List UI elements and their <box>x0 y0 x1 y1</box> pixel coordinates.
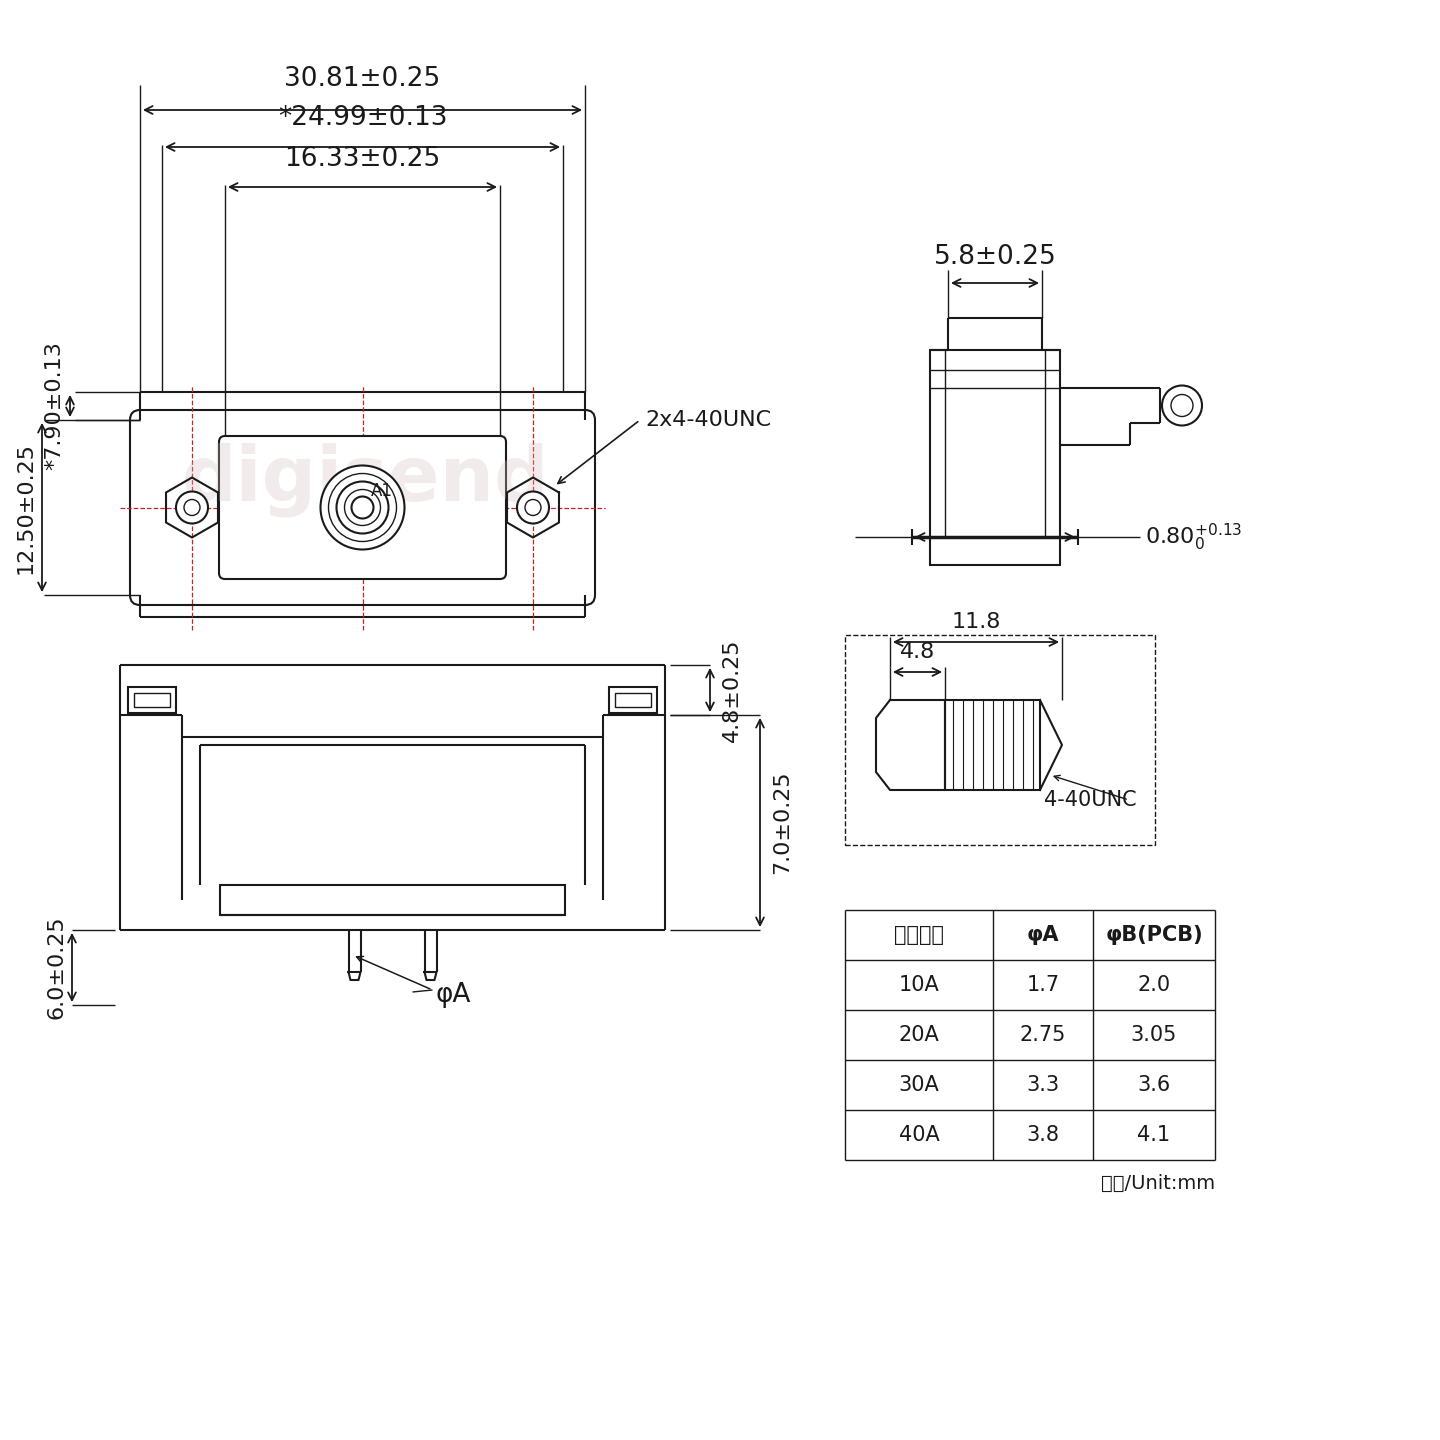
Text: 6.0±0.25: 6.0±0.25 <box>46 916 66 1020</box>
FancyBboxPatch shape <box>130 410 595 605</box>
Text: φA: φA <box>1027 924 1060 945</box>
Text: 2x4-40UNC: 2x4-40UNC <box>645 410 772 431</box>
Text: A1: A1 <box>370 481 393 500</box>
Text: 3.6: 3.6 <box>1138 1076 1171 1094</box>
Text: 5.8±0.25: 5.8±0.25 <box>933 243 1057 271</box>
Text: 10A: 10A <box>899 975 939 995</box>
Circle shape <box>526 500 541 516</box>
Text: 40A: 40A <box>899 1125 939 1145</box>
Text: 额定电流: 额定电流 <box>894 924 945 945</box>
Bar <box>945 700 1040 791</box>
Circle shape <box>1171 395 1192 416</box>
Bar <box>220 886 564 914</box>
Circle shape <box>344 490 380 526</box>
Text: 2.75: 2.75 <box>1020 1025 1066 1045</box>
Text: 30.81±0.25: 30.81±0.25 <box>284 66 441 92</box>
Text: 20A: 20A <box>899 1025 939 1045</box>
Circle shape <box>337 481 389 533</box>
Text: 4.8±0.25: 4.8±0.25 <box>721 638 742 742</box>
Circle shape <box>328 474 396 541</box>
Text: digisend: digisend <box>181 442 549 517</box>
Text: 4.1: 4.1 <box>1138 1125 1171 1145</box>
Bar <box>128 687 176 713</box>
Circle shape <box>184 500 200 516</box>
Bar <box>134 693 170 707</box>
Text: $0.80^{+0.13}_{0}$: $0.80^{+0.13}_{0}$ <box>1145 521 1243 553</box>
Text: 7.0±0.25: 7.0±0.25 <box>772 770 792 874</box>
Text: 4.8: 4.8 <box>900 642 935 662</box>
Circle shape <box>1162 386 1202 425</box>
Text: 单位/Unit:mm: 单位/Unit:mm <box>1100 1174 1215 1192</box>
Circle shape <box>321 465 405 550</box>
Text: 4-40UNC: 4-40UNC <box>1044 791 1138 809</box>
Text: φB(PCB): φB(PCB) <box>1104 924 1202 945</box>
Text: *7.90±0.13: *7.90±0.13 <box>45 341 63 471</box>
Text: φA: φA <box>435 982 471 1008</box>
Text: 3.05: 3.05 <box>1130 1025 1176 1045</box>
Text: 3.8: 3.8 <box>1027 1125 1060 1145</box>
Bar <box>930 350 1060 564</box>
Text: 11.8: 11.8 <box>952 612 1001 632</box>
Circle shape <box>351 497 373 518</box>
Text: 12.50±0.25: 12.50±0.25 <box>16 442 36 573</box>
Bar <box>609 687 657 713</box>
Text: *24.99±0.13: *24.99±0.13 <box>278 105 448 131</box>
Circle shape <box>517 491 549 524</box>
Text: 3.3: 3.3 <box>1027 1076 1060 1094</box>
Text: 1.7: 1.7 <box>1027 975 1060 995</box>
Text: 30A: 30A <box>899 1076 939 1094</box>
Text: 16.33±0.25: 16.33±0.25 <box>284 145 441 171</box>
FancyBboxPatch shape <box>219 436 505 579</box>
Text: 2.0: 2.0 <box>1138 975 1171 995</box>
Circle shape <box>176 491 207 524</box>
Bar <box>615 693 651 707</box>
Bar <box>845 635 1155 845</box>
